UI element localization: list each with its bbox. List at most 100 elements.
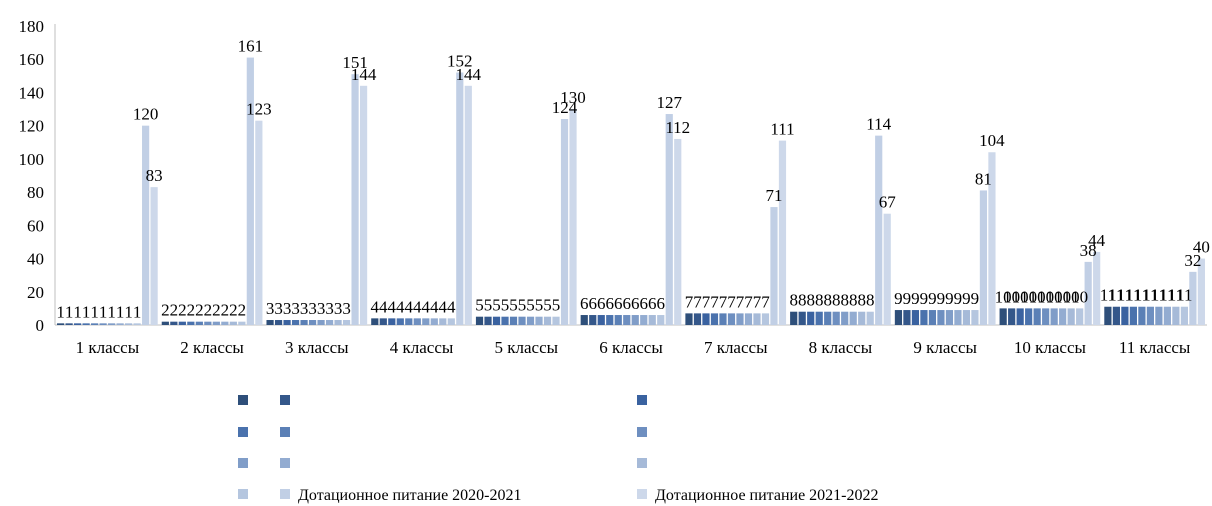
- data-label: 2: [187, 301, 196, 320]
- legend-swatch: [637, 427, 647, 437]
- bar: [815, 311, 823, 325]
- bar: [988, 152, 996, 325]
- bar: [665, 114, 673, 326]
- legend-swatch: [280, 395, 290, 405]
- bar: [894, 310, 903, 325]
- bar: [999, 308, 1007, 325]
- data-label: 1: [133, 302, 142, 321]
- data-label: 127: [657, 93, 683, 112]
- bar: [1121, 306, 1129, 325]
- data-label: 8: [798, 291, 807, 310]
- bar: [937, 310, 945, 325]
- data-label: 124: [552, 98, 578, 117]
- bar: [875, 135, 883, 325]
- data-label: 7: [702, 292, 711, 311]
- data-label: 144: [351, 65, 377, 84]
- data-label: 1: [107, 302, 116, 321]
- bar: [597, 315, 605, 325]
- data-label: 5: [492, 296, 501, 315]
- data-label: 2: [170, 301, 179, 320]
- data-label: 152: [447, 52, 473, 71]
- data-label: 11: [1117, 286, 1133, 305]
- data-label: 3: [291, 299, 300, 318]
- data-label: 7: [736, 292, 745, 311]
- data-label: 104: [979, 131, 1005, 150]
- data-label: 3: [308, 299, 317, 318]
- bar: [170, 321, 178, 325]
- bar: [589, 315, 597, 325]
- bar: [674, 138, 682, 325]
- bar: [518, 316, 526, 325]
- bar: [1197, 258, 1205, 325]
- data-label: 9: [911, 289, 920, 308]
- data-label: 8: [849, 291, 858, 310]
- data-label: 71: [765, 186, 782, 205]
- data-label: 10: [1071, 287, 1088, 306]
- bar: [509, 316, 518, 325]
- category-label: 10 классы: [1014, 338, 1087, 357]
- bar: [187, 321, 195, 325]
- bar: [91, 323, 99, 325]
- data-label: 4: [371, 297, 380, 316]
- bar: [920, 310, 928, 325]
- data-label: 2: [221, 301, 230, 320]
- data-label: 111: [770, 120, 794, 139]
- y-tick-label: 100: [19, 150, 45, 169]
- bar: [911, 310, 920, 325]
- legend-swatch: [238, 458, 248, 468]
- bar: [1059, 308, 1067, 325]
- bar: [979, 190, 988, 325]
- legend-swatch: [637, 395, 647, 405]
- data-label: 114: [866, 115, 891, 134]
- data-label: 1: [73, 302, 82, 321]
- bar: [580, 315, 588, 325]
- data-label: 6: [657, 294, 666, 313]
- bar: [405, 318, 413, 325]
- data-label: 11: [1142, 286, 1158, 305]
- data-label: 8: [866, 291, 875, 310]
- data-label: 6: [606, 294, 615, 313]
- category-label: 2 классы: [180, 338, 244, 357]
- data-label: 144: [456, 65, 482, 84]
- bar: [744, 313, 753, 325]
- data-label: 2: [161, 301, 170, 320]
- bar: [945, 310, 954, 325]
- data-label: 7: [727, 292, 736, 311]
- bar: [161, 321, 169, 325]
- data-label: 1: [65, 302, 74, 321]
- data-label: 10: [1020, 287, 1037, 306]
- bar: [849, 311, 857, 325]
- data-label: 6: [648, 294, 657, 313]
- bar: [1076, 308, 1084, 325]
- data-label: 3: [274, 299, 283, 318]
- data-label: 3: [334, 299, 343, 318]
- data-label: 5: [518, 296, 527, 315]
- y-tick-label: 60: [27, 216, 44, 235]
- data-label: 2: [178, 301, 187, 320]
- bar: [962, 310, 971, 325]
- bar: [396, 318, 404, 325]
- data-label: 11: [1168, 286, 1184, 305]
- bar: [903, 310, 911, 325]
- data-label: 6: [597, 294, 606, 313]
- data-label: 5: [475, 296, 484, 315]
- bar: [1146, 306, 1154, 325]
- bar: [388, 318, 396, 325]
- category-label: 7 классы: [704, 338, 768, 357]
- bar: [484, 316, 492, 325]
- data-label: 10: [1046, 287, 1063, 306]
- data-label: 6: [640, 294, 649, 313]
- bar: [761, 313, 770, 325]
- bar: [693, 313, 702, 325]
- bar: [74, 323, 82, 325]
- data-label: 3: [300, 299, 309, 318]
- bar: [317, 320, 325, 325]
- data-label: 1: [124, 302, 133, 321]
- bar: [1155, 306, 1163, 325]
- bar: [379, 318, 387, 325]
- data-label: 9: [928, 289, 937, 308]
- legend-swatch: [280, 427, 290, 437]
- data-label: 3: [325, 299, 334, 318]
- bar: [727, 313, 736, 325]
- category-label: 11 классы: [1119, 338, 1191, 357]
